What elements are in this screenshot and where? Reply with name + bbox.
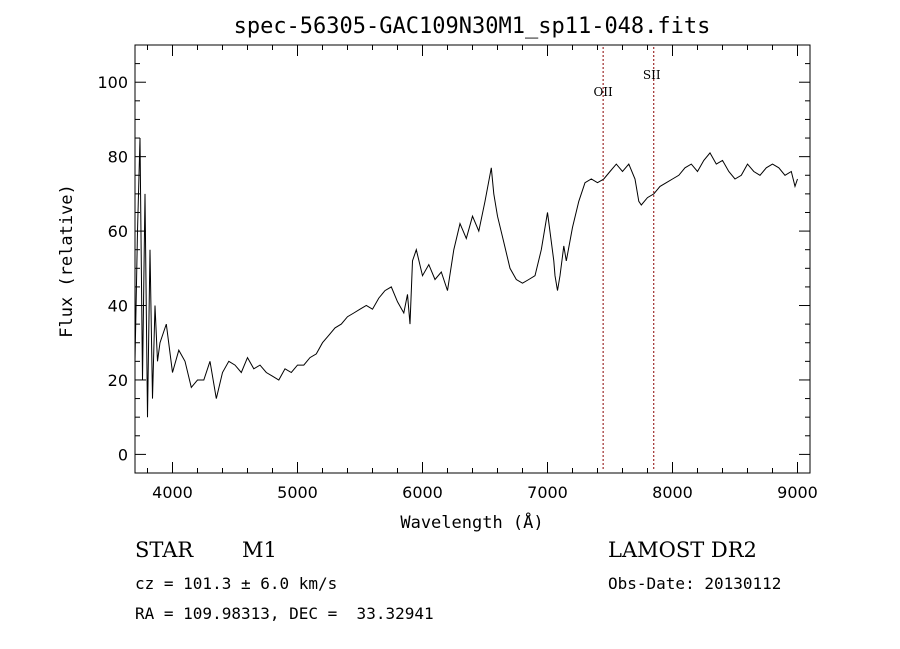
y-tick-label: 60	[108, 222, 128, 241]
redshift-value: cz = 101.3 ± 6.0 km/s	[135, 574, 338, 593]
y-tick-label: 40	[108, 297, 128, 316]
y-tick-labels: 0 20 40 60 80 100	[97, 73, 128, 464]
x-tick-label: 5000	[277, 483, 318, 502]
object-subclass: M1	[242, 538, 277, 562]
x-tick-label: 9000	[777, 483, 818, 502]
line-marker-label: OII	[593, 85, 613, 99]
y-axis-label: Flux (relative)	[57, 184, 77, 338]
x-tick-label: 7000	[527, 483, 568, 502]
spectral-line-markers: OII SII	[593, 47, 661, 471]
x-tick-label: 6000	[402, 483, 443, 502]
coordinates: RA = 109.98313, DEC = 33.32941	[135, 604, 434, 623]
observation-date: Obs-Date: 20130112	[608, 574, 782, 593]
x-tick-label: 4000	[152, 483, 193, 502]
line-marker-label: SII	[643, 68, 661, 82]
spectrum-line	[134, 137, 798, 418]
x-tick-label: 8000	[652, 483, 693, 502]
survey-label: LAMOST DR2	[608, 538, 757, 562]
chart-title: spec-56305-GAC109N30M1_sp11-048.fits	[234, 14, 711, 39]
plot-frame	[134, 44, 811, 474]
object-class: STAR	[135, 538, 194, 562]
x-tick-labels: 4000 5000 6000 7000 8000 9000	[152, 483, 818, 502]
x-axis-label: Wavelength (Å)	[400, 511, 543, 533]
axis-ticks	[135, 44, 810, 473]
y-tick-label: 80	[108, 148, 128, 167]
y-tick-label: 20	[108, 371, 128, 390]
y-tick-label: 100	[97, 73, 128, 92]
y-tick-label: 0	[118, 445, 128, 464]
